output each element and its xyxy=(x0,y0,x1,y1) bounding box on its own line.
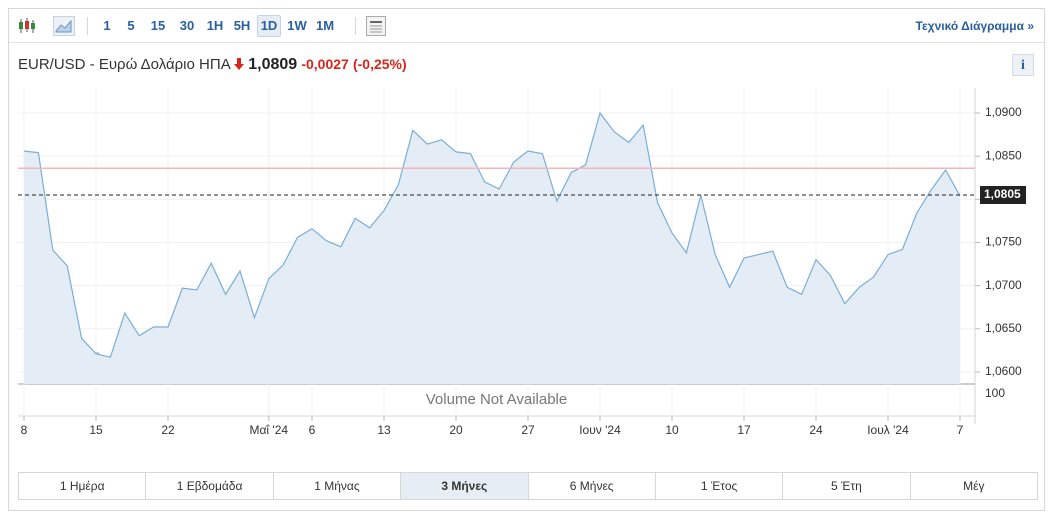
y-tick-label: 1,0650 xyxy=(985,321,1022,335)
separator xyxy=(87,17,88,35)
current-price-box xyxy=(980,186,1026,205)
range-button[interactable]: 1 Εβδομάδα xyxy=(146,473,274,499)
interval-button[interactable]: 5 xyxy=(127,18,135,33)
x-tick-label: Ιουν '24 xyxy=(579,423,621,437)
y-tick-label: 1,0850 xyxy=(985,148,1022,162)
interval-button[interactable]: 1M xyxy=(315,18,335,33)
y-tick-label: 1,0750 xyxy=(985,235,1022,249)
chart: 1,06001,06501,07001,07501,08001,08501,09… xyxy=(18,88,1026,437)
widget: 1,06001,06501,07001,07501,08001,08501,09… xyxy=(8,8,1045,511)
interval-button[interactable]: 1H xyxy=(206,18,224,33)
x-tick-label: 15 xyxy=(89,423,103,437)
info-button[interactable]: i xyxy=(1012,54,1034,76)
x-tick-label: Μαΐ '24 xyxy=(250,423,289,437)
volume-tick-label: 100 xyxy=(985,386,1005,400)
area xyxy=(24,113,960,384)
price: 1,0809 xyxy=(248,56,298,73)
range-button[interactable]: Μέγ xyxy=(963,479,985,493)
x-tick-label: 17 xyxy=(737,423,751,437)
x-tick-label: 8 xyxy=(21,423,28,437)
volume-label: Volume Not Available xyxy=(426,391,567,408)
interval-button[interactable]: 15 xyxy=(150,18,166,33)
range-button[interactable]: 3 Μήνες xyxy=(401,473,529,499)
x-tick-label: 13 xyxy=(377,423,391,437)
x-tick-label: 6 xyxy=(309,423,316,437)
range-button[interactable]: 6 Μήνες xyxy=(529,473,656,499)
x-tick-label: 27 xyxy=(521,423,535,437)
change: -0,0027 xyxy=(301,56,349,72)
change-percent: (-0,25%) xyxy=(352,56,407,72)
x-tick-label: 20 xyxy=(449,423,463,437)
x-tick-label: 22 xyxy=(161,423,175,437)
area-icon[interactable] xyxy=(53,16,75,36)
range-button[interactable]: 1 Ημέρα xyxy=(19,473,147,499)
line xyxy=(23,111,961,358)
toolbar: 1 5 15 30 1H 5H 1D 1W 1M Τεχνικό Διάγραμμα » xyxy=(9,9,1044,43)
x-tick-label: 7 xyxy=(957,423,964,437)
interval-button[interactable]: 5H xyxy=(233,18,251,33)
table-icon[interactable] xyxy=(366,16,386,36)
interval-button[interactable]: 1D xyxy=(257,15,281,37)
x-tick-label: 10 xyxy=(665,423,679,437)
range-selector: 1 Ημέρα 1 Εβδομάδα 1 Μήνας 3 Μήνες 6 Μήνες 1 … xyxy=(18,472,1038,500)
x-tick-label: 24 xyxy=(809,423,823,437)
current-price-label: 1,0805 xyxy=(984,187,1021,201)
interval-button[interactable]: 30 xyxy=(179,18,195,33)
y-tick-label: 1,0900 xyxy=(985,105,1022,119)
technical-chart-link[interactable]: Τεχνικό Διάγραμμα » xyxy=(915,19,1034,33)
range-button[interactable]: 5 Έτη xyxy=(783,473,911,499)
y-tick-label: 1,0600 xyxy=(985,364,1022,378)
candlestick-icon[interactable] xyxy=(17,17,37,35)
interval-button[interactable]: 1W xyxy=(287,18,307,33)
instrument-name: EUR/USD - Ευρώ Δολάριο ΗΠΑ xyxy=(18,56,230,73)
down-arrow xyxy=(234,58,245,70)
interval-button[interactable]: 1 xyxy=(103,18,111,33)
quote-header: EUR/USD - Ευρώ Δολάριο ΗΠΑ 1,0809 -0,002… xyxy=(18,53,407,75)
range-button[interactable]: 1 Έτος xyxy=(656,473,784,499)
y-tick-label: 1,0700 xyxy=(985,278,1022,292)
separator xyxy=(355,17,356,35)
x-tick-label: Ιουλ '24 xyxy=(867,423,909,437)
range-button[interactable]: 1 Μήνας xyxy=(274,473,402,499)
